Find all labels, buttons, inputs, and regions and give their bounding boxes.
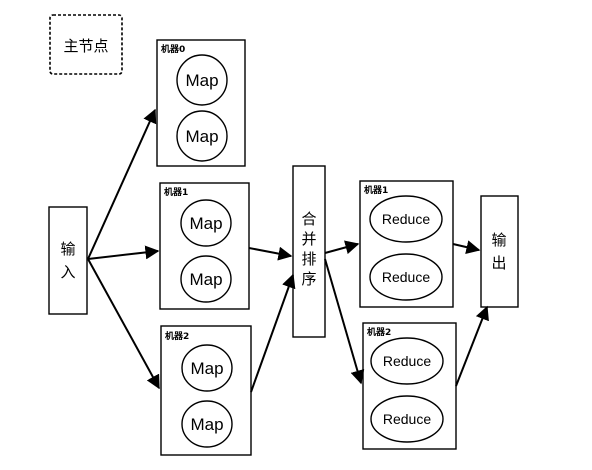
output-label-line-1: 输 xyxy=(491,231,506,249)
input-label-line-1: 输 xyxy=(60,240,75,258)
reduce-node-label: Reduce xyxy=(383,411,431,427)
arrow-input-to-map1 xyxy=(87,245,160,260)
reduce-node xyxy=(369,195,443,243)
reduce-node-label: Reduce xyxy=(383,353,431,369)
input-label-line-2: 入 xyxy=(60,263,75,281)
merge-sort-label-line-2: 并 xyxy=(301,230,316,248)
output-label-line-2: 出 xyxy=(491,254,506,272)
machine-label: 机器2 xyxy=(367,326,391,338)
arrow-merge-to-reduce1 xyxy=(324,240,360,255)
arrow-merge-to-reduce2 xyxy=(324,258,365,385)
map-node-label: Map xyxy=(189,214,222,233)
map-node-label: Map xyxy=(185,71,218,90)
merge-sort-box: 合 并 排 序 xyxy=(292,165,326,338)
master-node-label: 主节点 xyxy=(63,37,108,55)
machine-label: 机器1 xyxy=(164,186,188,198)
map-node xyxy=(181,344,233,392)
merge-sort-label-line-4: 序 xyxy=(301,270,316,288)
reduce-node xyxy=(370,395,444,443)
reduce-node xyxy=(370,337,444,385)
map-node-label: Map xyxy=(185,127,218,146)
machine-label: 机器0 xyxy=(161,43,185,55)
map-node xyxy=(176,54,228,106)
reduce-node xyxy=(369,253,443,301)
merge-sort-label-line-3: 排 xyxy=(301,250,316,268)
master-node: 主节点 xyxy=(49,14,123,75)
map-node-label: Map xyxy=(190,359,223,378)
map-machine-1: 机器1 Map Map xyxy=(159,182,250,310)
map-node xyxy=(180,255,232,303)
arrow-input-to-map2 xyxy=(87,258,160,390)
map-node xyxy=(180,199,232,247)
input-box: 输 入 xyxy=(48,206,88,315)
arrow-reduce2-to-output xyxy=(455,305,489,387)
arrow-map1-to-merge xyxy=(248,246,293,261)
machine-label: 机器1 xyxy=(364,184,388,196)
map-machine-0: 机器0 Map Map xyxy=(156,39,246,167)
reduce-machine-2: 机器2 Reduce Reduce xyxy=(362,322,457,450)
arrow-map2-to-merge xyxy=(250,273,296,393)
arrow-input-to-map0 xyxy=(87,108,157,260)
map-node-label: Map xyxy=(190,415,223,434)
map-node xyxy=(176,110,228,162)
merge-sort-label-line-1: 合 xyxy=(301,210,316,228)
reduce-machine-1: 机器1 Reduce Reduce xyxy=(359,180,454,308)
reduce-node-label: Reduce xyxy=(382,211,430,227)
output-box: 输 出 xyxy=(480,195,519,308)
map-node-label: Map xyxy=(189,270,222,289)
map-machine-2: 机器2 Map Map xyxy=(160,325,252,456)
arrow-reduce1-to-output xyxy=(452,240,481,254)
machine-label: 机器2 xyxy=(165,330,189,342)
reduce-node-label: Reduce xyxy=(382,269,430,285)
map-node xyxy=(181,400,233,448)
